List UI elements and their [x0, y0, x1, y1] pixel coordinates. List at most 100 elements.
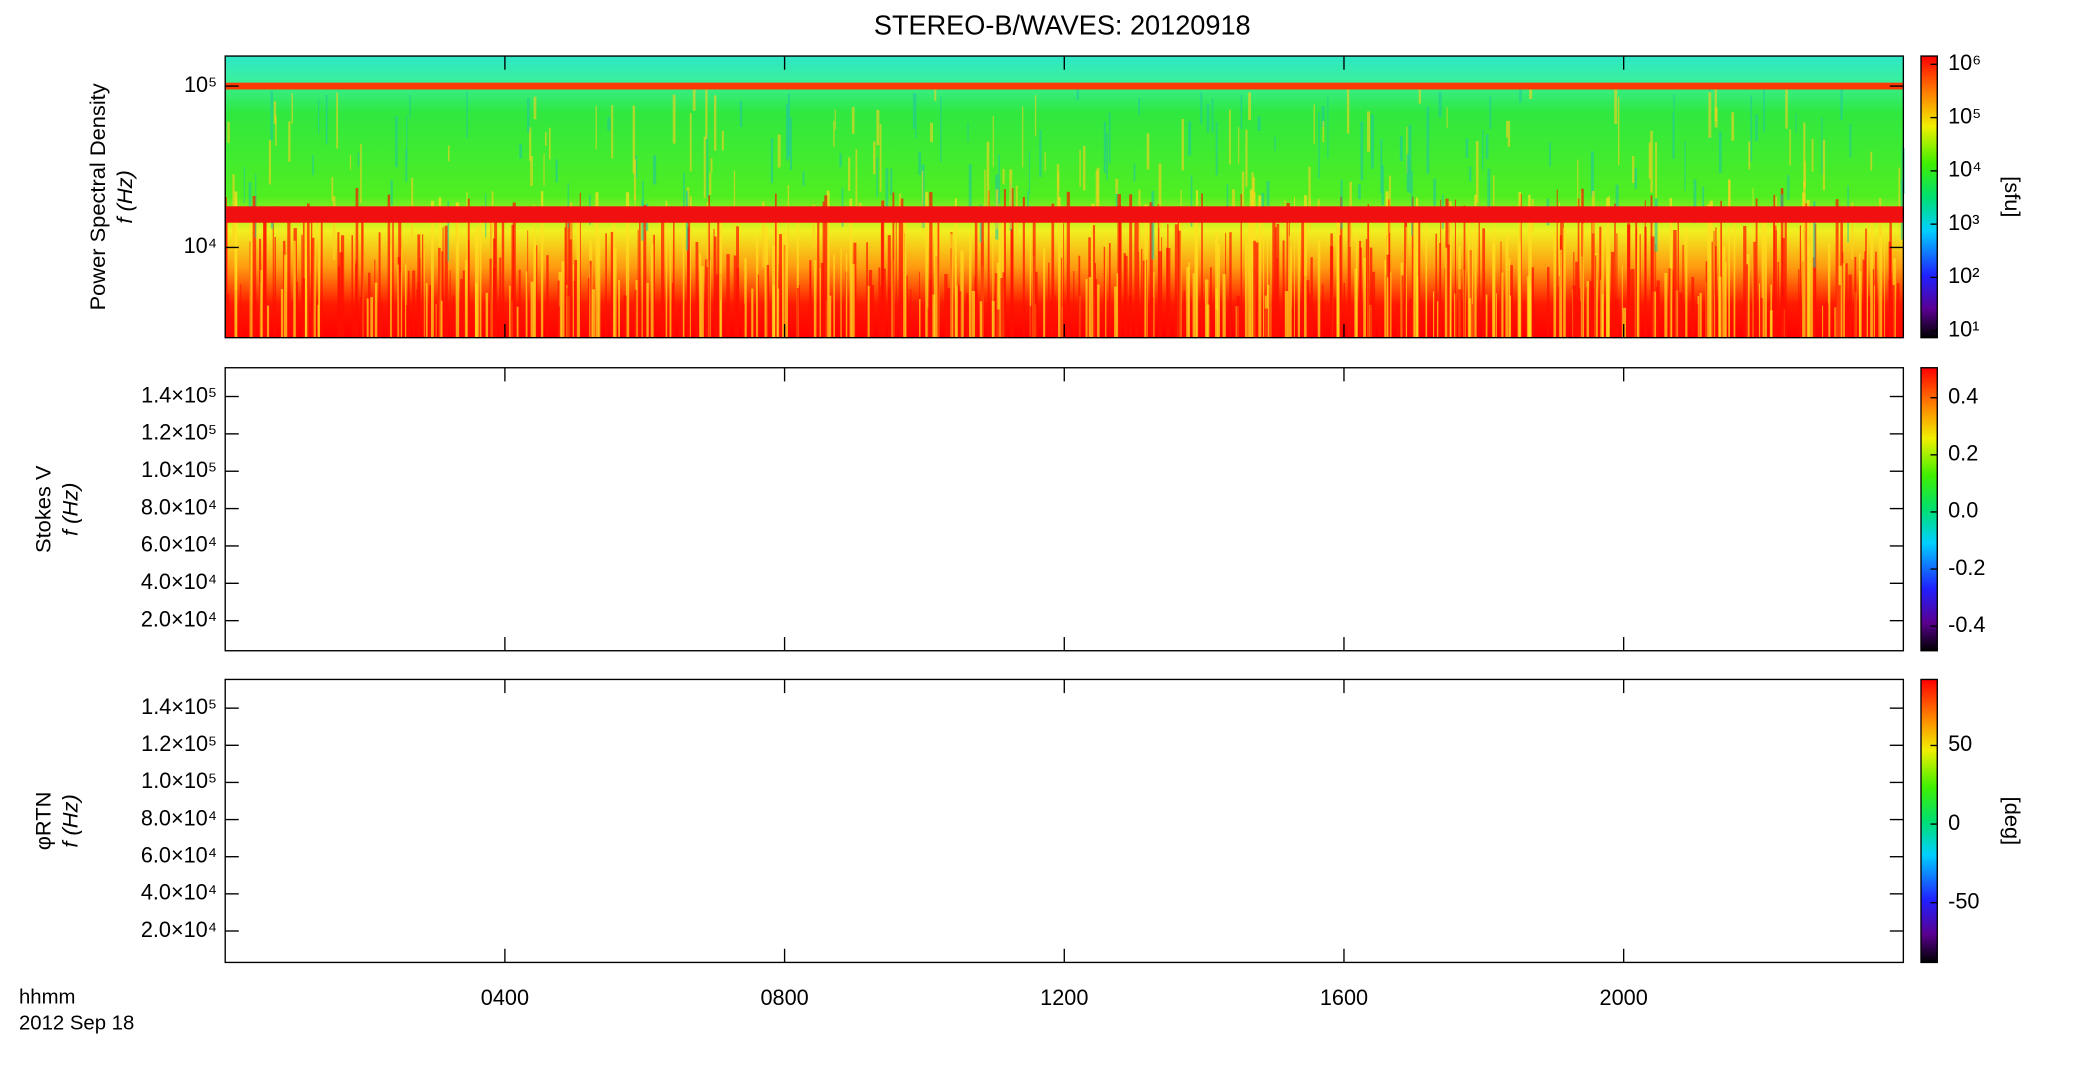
- spectrogram-streak: [634, 289, 637, 338]
- spectrogram-streak: [1229, 232, 1232, 338]
- spectrogram-streak: [1161, 237, 1163, 338]
- spectrogram-streak: [1755, 114, 1758, 142]
- spectrogram-streak: [637, 229, 639, 338]
- spectrogram-streak: [566, 287, 568, 338]
- spectrogram-streak: [932, 294, 936, 338]
- spectrogram-streak: [1255, 242, 1259, 338]
- spectrogram-streak: [1412, 247, 1415, 338]
- y-tick-label: 1.4×10⁵: [141, 694, 217, 719]
- spectrogram-streak: [448, 145, 450, 162]
- spectrogram-streak: [1492, 232, 1494, 338]
- spectrogram-streak: [998, 229, 1001, 338]
- spectrogram-streak: [240, 283, 242, 338]
- spectrogram-streak: [331, 176, 334, 202]
- spectrogram-streak: [1634, 167, 1638, 189]
- spectrogram-streak: [1358, 184, 1361, 200]
- spectrogram-streak: [1581, 188, 1584, 338]
- spectrogram-streak: [1211, 98, 1214, 133]
- spectrogram-streak: [1799, 225, 1801, 338]
- spectrogram-streak: [1372, 271, 1376, 338]
- spectrogram-streak: [1439, 243, 1441, 338]
- spectrogram-streak: [352, 310, 356, 338]
- y-tick-label: 4.0×10⁴: [141, 569, 217, 594]
- spectrogram-streak: [1675, 290, 1679, 338]
- spectrogram-streak: [1194, 210, 1197, 338]
- spectrogram-streak: [900, 198, 904, 338]
- colorbar: [1920, 678, 1938, 964]
- spectrogram-streak: [1471, 231, 1474, 338]
- spectrogram-streak: [366, 298, 369, 338]
- plot-frame: [224, 678, 1905, 964]
- spectrogram-streak: [1531, 267, 1534, 338]
- spectrogram-streak: [511, 224, 515, 338]
- spectrogram-streak: [406, 115, 408, 161]
- spectrogram-streak: [1146, 259, 1148, 338]
- spectrogram-streak: [405, 149, 408, 182]
- spectrogram-streak: [1248, 92, 1251, 121]
- spectrogram-streak: [1215, 121, 1218, 176]
- spectrogram-streak: [1873, 285, 1876, 338]
- colorbar-tick-label: -50: [1948, 888, 1979, 913]
- colorbar: [1920, 367, 1938, 652]
- spectrogram-streak: [1870, 206, 1874, 338]
- spectrogram-streak: [1601, 294, 1604, 338]
- spectrogram-streak: [1306, 280, 1310, 338]
- spectrogram-streak: [1821, 117, 1823, 175]
- spectrogram-streak: [876, 109, 880, 146]
- spectrogram-streak: [1336, 219, 1340, 338]
- spectrogram-streak: [710, 158, 713, 173]
- spectrogram-streak: [1022, 197, 1025, 338]
- spectrogram-streak: [689, 112, 692, 172]
- spectrogram-streak: [1724, 261, 1727, 338]
- spectrogram-streak: [1330, 233, 1333, 338]
- spectrogram-streak: [1547, 267, 1550, 338]
- spectrogram-streak: [1838, 285, 1841, 338]
- spectrogram-streak: [1670, 217, 1673, 338]
- spectrogram-streak: [1118, 205, 1122, 338]
- spectrogram-streak: [1673, 230, 1677, 338]
- date-label: 2012 Sep 18: [19, 1012, 134, 1034]
- spectrogram-streak: [1879, 228, 1883, 338]
- spectrogram-streak: [779, 234, 782, 338]
- spectrogram-streak: [1240, 94, 1243, 129]
- spectrogram-streak: [1433, 178, 1437, 206]
- spectrogram-streak: [512, 202, 516, 338]
- spectrogram-streak: [789, 117, 793, 171]
- spectrogram-streak: [533, 204, 535, 338]
- spectrogram-streak: [1010, 188, 1014, 338]
- spectrogram-streak: [1146, 133, 1150, 170]
- spectrogram-streak: [1493, 175, 1495, 216]
- spectrogram-streak: [1444, 247, 1448, 338]
- spectrogram-streak: [302, 217, 305, 338]
- spectrogram-streak: [447, 200, 450, 262]
- spectrogram: [225, 56, 1905, 338]
- spectrogram-streak: [713, 95, 717, 151]
- spectrogram-streak: [820, 262, 824, 338]
- spectrogram-streak: [293, 240, 296, 338]
- spectrogram-streak: [613, 248, 617, 338]
- spectrogram-streak: [1761, 211, 1765, 338]
- spectrogram-streak: [1764, 220, 1767, 338]
- spectrogram-streak: [525, 271, 528, 338]
- spectrogram-streak: [777, 288, 780, 338]
- spectrogram-streak: [721, 130, 724, 151]
- spectrogram-streak: [1340, 179, 1343, 229]
- spectrogram-streak: [1002, 169, 1005, 185]
- spectrogram-streak: [1201, 193, 1203, 338]
- spectrogram-streak: [1507, 120, 1511, 147]
- spectrogram-streak: [703, 136, 706, 199]
- spectrogram-streak: [869, 270, 873, 338]
- spectrogram-streak: [336, 92, 339, 149]
- spectrogram-streak: [919, 299, 921, 338]
- spectrogram-streak: [589, 260, 592, 338]
- spectrogram-streak: [826, 190, 830, 338]
- spectrogram-streak: [930, 122, 933, 143]
- spectrogram-streak: [1386, 277, 1389, 338]
- spectrogram-streak: [965, 293, 969, 338]
- spectrogram-streak: [1050, 299, 1053, 338]
- spectrogram-streak: [1177, 206, 1179, 338]
- spectrogram-streak: [925, 191, 929, 338]
- spectrogram-streak: [1252, 177, 1256, 197]
- spectrogram-streak: [1795, 113, 1797, 133]
- spectrogram-streak: [1728, 226, 1731, 338]
